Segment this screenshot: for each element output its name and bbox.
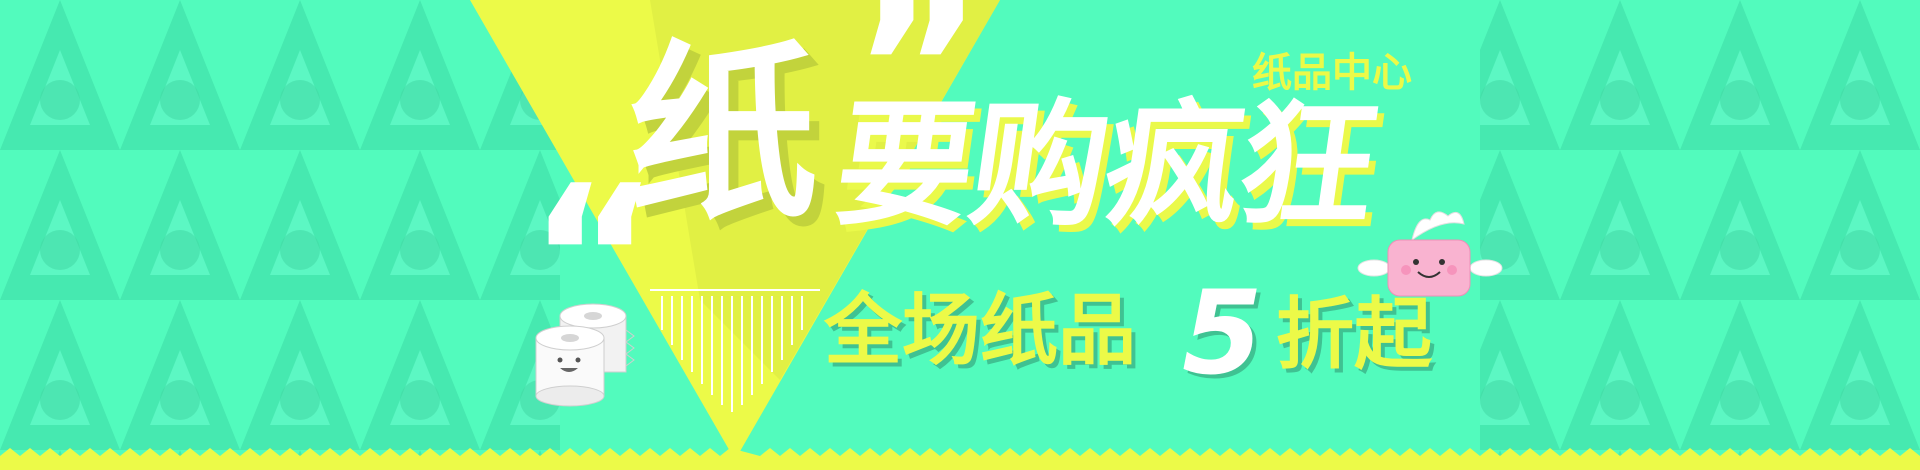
sale-text-b: 折起	[1276, 290, 1433, 380]
quote-close-mark: ”	[852, 0, 984, 186]
headline: 要购疯狂	[826, 87, 1386, 245]
sale-text-a: 全场纸品	[824, 286, 1137, 376]
hero-character: 纸	[628, 24, 819, 245]
stripe-fringe	[650, 289, 820, 412]
category-label[interactable]: 纸品中心	[1252, 50, 1412, 96]
zigzag-strip	[0, 448, 1920, 470]
sale-discount-number: 5	[1182, 266, 1263, 401]
